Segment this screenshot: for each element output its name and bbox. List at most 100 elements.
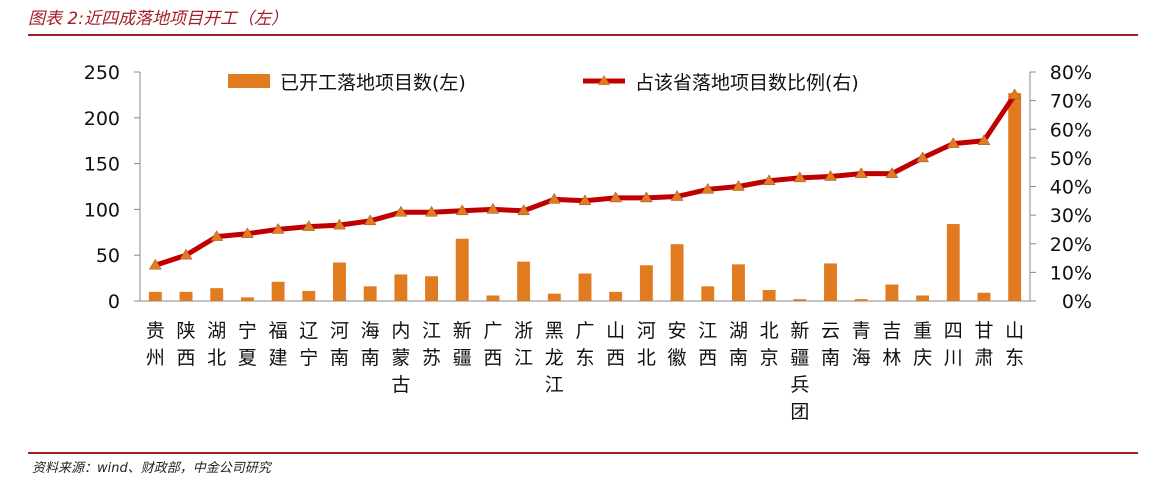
category-label: 吉林 — [882, 320, 901, 369]
bar — [148, 291, 162, 301]
line-point — [486, 202, 500, 214]
left-tick-label: 100 — [84, 199, 120, 221]
category-label: 陕西 — [177, 320, 196, 369]
category-label: 宁夏 — [238, 320, 257, 369]
category-label: 四川 — [944, 320, 963, 369]
line-point — [148, 258, 162, 270]
legend-label-line: 占该省落地项目数比例(右) — [635, 72, 859, 94]
left-tick-label: 150 — [84, 154, 120, 176]
bar — [854, 299, 868, 301]
line-point — [701, 182, 715, 194]
right-tick-label: 10% — [1050, 262, 1092, 284]
bar — [578, 273, 592, 301]
bar — [486, 295, 500, 301]
bar — [639, 265, 653, 301]
bar — [609, 291, 623, 301]
line-point — [824, 169, 837, 181]
ratio-line — [152, 92, 1018, 268]
source-note: 资料来源：wind、财政部，中金公司研究 — [32, 461, 271, 476]
right-tick-label: 50% — [1050, 148, 1092, 170]
legend-swatch-marker — [598, 75, 610, 85]
bar — [916, 295, 930, 301]
line-point — [455, 204, 469, 216]
category-label: 云南 — [821, 320, 840, 369]
bar — [179, 291, 193, 301]
line-point — [394, 205, 408, 217]
bar — [333, 262, 346, 301]
line-point — [363, 214, 377, 226]
category-label: 内蒙古 — [391, 320, 410, 396]
line-point — [517, 204, 531, 216]
line-point — [210, 230, 224, 241]
line-point — [977, 134, 991, 145]
line-point — [547, 192, 561, 204]
line-point — [854, 167, 868, 178]
line-point — [885, 167, 899, 178]
bar — [670, 244, 684, 301]
line-point — [609, 191, 623, 203]
right-tick-label: 30% — [1050, 205, 1092, 227]
left-tick-label: 250 — [84, 62, 120, 84]
line-point — [732, 180, 745, 191]
category-label: 浙江 — [514, 320, 533, 369]
category-label: 山东 — [1005, 320, 1024, 369]
category-label: 江苏 — [422, 320, 441, 369]
line-point — [240, 227, 254, 238]
bar — [885, 284, 899, 301]
bar — [517, 261, 531, 301]
line-point — [271, 222, 285, 234]
category-label: 福建 — [269, 320, 288, 369]
bar — [210, 288, 224, 301]
line-point — [1008, 88, 1022, 100]
chart-title: 图表 2:近四成落地项目开工（左） — [28, 9, 288, 29]
line-point — [639, 191, 653, 203]
line-point — [179, 248, 193, 260]
left-tick-label: 200 — [84, 108, 120, 130]
category-label: 重庆 — [913, 320, 932, 369]
category-label: 湖北 — [207, 320, 226, 369]
bar — [240, 297, 254, 301]
category-label: 新疆兵团 — [790, 320, 809, 423]
category-label: 甘肃 — [974, 320, 993, 369]
right-tick-label: 0% — [1062, 291, 1092, 313]
line-point — [793, 171, 807, 183]
left-tick-label: 0 — [108, 291, 120, 313]
bar — [271, 281, 285, 301]
category-label: 江西 — [698, 320, 717, 369]
category-label: 新疆 — [453, 320, 472, 369]
line-point — [333, 218, 346, 230]
bar — [1008, 93, 1022, 302]
bar — [425, 276, 438, 301]
line-point — [302, 220, 316, 231]
legend-swatch-bars — [228, 74, 270, 88]
line-point — [916, 151, 930, 163]
bar — [946, 224, 960, 301]
footer-rule — [28, 452, 1138, 454]
bar — [302, 290, 316, 301]
legend-label-bars: 已开工落地项目数(左) — [280, 72, 466, 94]
category-label: 广东 — [575, 320, 594, 369]
right-tick-label: 40% — [1050, 177, 1092, 199]
line-point — [578, 194, 592, 206]
line-point — [946, 137, 960, 148]
line-point — [425, 205, 438, 217]
bar — [977, 292, 991, 301]
bar — [394, 274, 408, 301]
title-rule — [28, 34, 1138, 36]
category-label: 河北 — [637, 320, 656, 369]
line-point — [670, 190, 684, 201]
category-label: 青海 — [852, 320, 871, 369]
bar — [762, 290, 776, 301]
bar — [824, 263, 837, 301]
bar — [793, 299, 807, 301]
category-label: 北京 — [760, 320, 779, 369]
right-tick-label: 80% — [1050, 62, 1092, 84]
bar — [547, 293, 561, 301]
category-label: 山西 — [606, 320, 625, 369]
right-tick-label: 20% — [1050, 234, 1092, 256]
line-point — [762, 174, 776, 186]
right-tick-label: 70% — [1050, 91, 1092, 113]
category-label: 安徽 — [668, 320, 687, 369]
category-label: 湖南 — [729, 320, 748, 369]
